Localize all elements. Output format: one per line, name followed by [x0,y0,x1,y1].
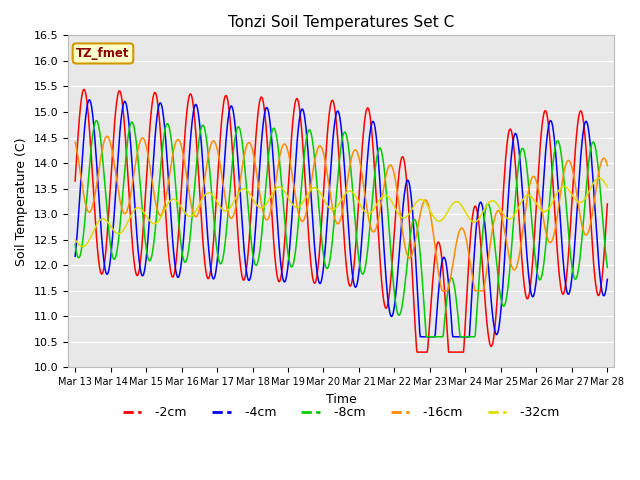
Legend:  -2cm,  -4cm,  -8cm,  -16cm,  -32cm: -2cm, -4cm, -8cm, -16cm, -32cm [118,401,564,424]
Title: Tonzi Soil Temperatures Set C: Tonzi Soil Temperatures Set C [228,15,454,30]
Y-axis label: Soil Temperature (C): Soil Temperature (C) [15,137,28,265]
X-axis label: Time: Time [326,393,356,406]
Text: TZ_fmet: TZ_fmet [76,47,130,60]
